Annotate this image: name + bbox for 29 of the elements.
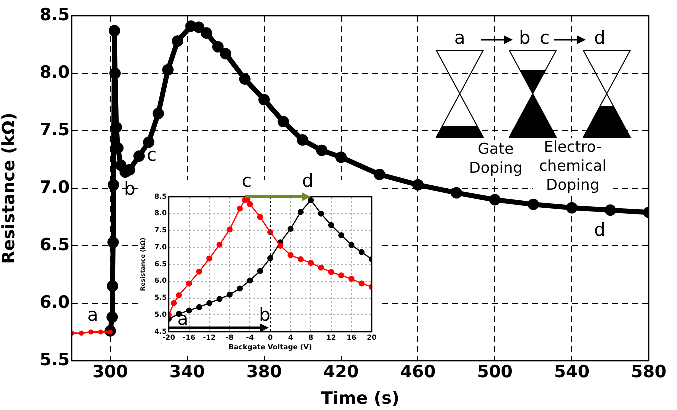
annotation: d xyxy=(593,28,607,50)
x-tick-label: 300 xyxy=(92,362,128,383)
x-tick-label: 340 xyxy=(170,362,206,383)
x-tick-label: 460 xyxy=(400,362,436,383)
annotation: c xyxy=(241,171,253,193)
x-tick-label: 540 xyxy=(554,362,590,383)
annotation: a xyxy=(86,305,100,327)
y-tick-label: 7.5 xyxy=(40,120,70,140)
x-tick-label: 380 xyxy=(246,362,282,383)
annotation: Electro-chemical Doping xyxy=(533,138,613,195)
y-tick-label: 7.0 xyxy=(40,178,70,198)
annotation: d xyxy=(301,171,315,193)
y-tick-label: 8.0 xyxy=(40,62,70,83)
y-tick-label: 6.5 xyxy=(40,235,70,256)
annotation: c xyxy=(146,145,158,167)
annotation: b xyxy=(258,305,272,327)
y-tick-label: 6.0 xyxy=(40,292,70,313)
annotation: d xyxy=(593,220,607,242)
annotation: Gate Doping xyxy=(466,140,526,178)
x-tick-label: 580 xyxy=(631,362,667,383)
annotation: b xyxy=(518,28,532,50)
y-axis-title: Resistance (kΩ) xyxy=(0,112,20,264)
x-axis-title: Time (s) xyxy=(321,389,400,410)
annotation: a xyxy=(453,28,467,50)
y-tick-label: 8.5 xyxy=(40,5,70,26)
x-tick-label: 420 xyxy=(324,362,360,383)
x-tick-label: 500 xyxy=(477,362,514,383)
annotation: c xyxy=(539,28,551,50)
y-tick-label: 5.5 xyxy=(40,350,70,370)
